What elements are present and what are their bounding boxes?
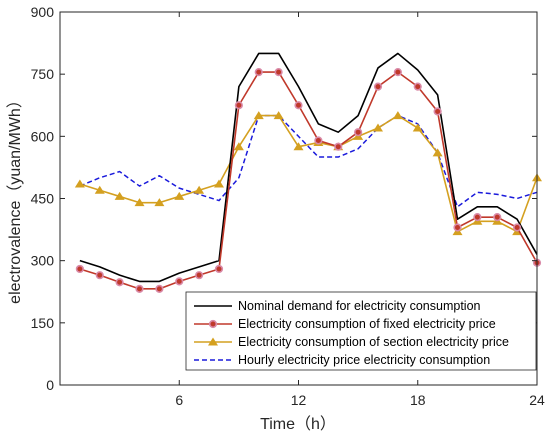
data-point: [95, 271, 104, 280]
data-point: [453, 223, 462, 232]
data-point: [433, 107, 442, 116]
series-layer: [74, 52, 542, 293]
data-point: [174, 191, 185, 200]
data-point: [293, 142, 304, 151]
legend-marker-circle: [208, 319, 218, 329]
legend-label: Hourly electricity price electricity con…: [238, 353, 490, 367]
data-point: [274, 67, 283, 77]
data-point: [155, 284, 164, 293]
data-point: [75, 264, 84, 274]
legend-box: [185, 291, 537, 371]
y-tick-label: 0: [46, 377, 54, 393]
x-tick-label: 12: [291, 392, 307, 408]
data-point: [253, 111, 264, 120]
series-line: [79, 114, 538, 208]
legend-entry: Hourly electricity price electricity con…: [194, 353, 490, 367]
tick-layer: [60, 11, 538, 386]
legend: Nominal demand for electricity consumpti…: [185, 291, 537, 371]
y-tick-label: 150: [31, 315, 55, 331]
x-axis-title: Time（h）: [260, 415, 336, 433]
data-point: [294, 101, 303, 110]
legend-label: Electricity consumption of section elect…: [238, 335, 509, 349]
series-2: [75, 67, 542, 293]
x-tick-labels: 6 12 18 24: [175, 392, 545, 408]
data-point: [314, 136, 323, 145]
y-tick-label: 750: [31, 66, 55, 82]
legend-label: Nominal demand for electricity consumpti…: [238, 299, 481, 313]
legend-marker-triangle: [208, 337, 218, 346]
data-point: [195, 271, 204, 280]
y-tick-labels: 0 150 300 450 600 750 900: [31, 4, 55, 393]
data-point: [373, 82, 383, 91]
data-point: [154, 198, 165, 207]
series-1: [79, 52, 538, 283]
data-point: [392, 111, 403, 120]
data-point: [412, 123, 423, 132]
data-point: [194, 185, 205, 194]
y-tick-label: 300: [31, 253, 55, 269]
data-point: [373, 123, 383, 132]
data-point: [114, 191, 125, 200]
legend-entry: Electricity consumption of fixed electri…: [194, 317, 496, 331]
data-point: [233, 142, 244, 151]
legend-entry: Nominal demand for electricity consumpti…: [194, 299, 481, 313]
data-point: [493, 213, 502, 222]
series-line: [79, 114, 538, 233]
data-point: [254, 67, 263, 77]
y-axis-title: electrovalence（yuan/MWh）: [6, 92, 24, 304]
data-point: [513, 223, 522, 232]
y-tick-label: 600: [31, 128, 55, 144]
data-point: [393, 67, 402, 77]
legend-entry: Electricity consumption of section elect…: [194, 335, 509, 349]
data-point: [175, 277, 184, 286]
x-tick-label: 24: [529, 392, 545, 408]
data-point: [214, 179, 224, 188]
data-point: [115, 278, 124, 287]
series-3: [74, 111, 542, 236]
data-point: [74, 179, 85, 188]
data-point: [334, 142, 343, 151]
series-line: [79, 52, 538, 283]
data-point: [273, 111, 284, 120]
data-point: [94, 185, 105, 194]
series-4: [79, 114, 538, 208]
data-point: [432, 148, 443, 157]
data-point: [473, 213, 482, 222]
x-tick-label: 6: [175, 392, 183, 408]
y-tick-label: 900: [31, 4, 55, 20]
data-point: [413, 82, 422, 91]
x-tick-label: 18: [410, 392, 426, 408]
data-point: [135, 284, 144, 293]
data-point: [214, 264, 224, 274]
data-point: [134, 198, 145, 207]
data-point: [234, 101, 243, 110]
y-tick-label: 450: [31, 191, 55, 207]
data-point: [354, 128, 363, 137]
legend-label: Electricity consumption of fixed electri…: [238, 317, 496, 331]
